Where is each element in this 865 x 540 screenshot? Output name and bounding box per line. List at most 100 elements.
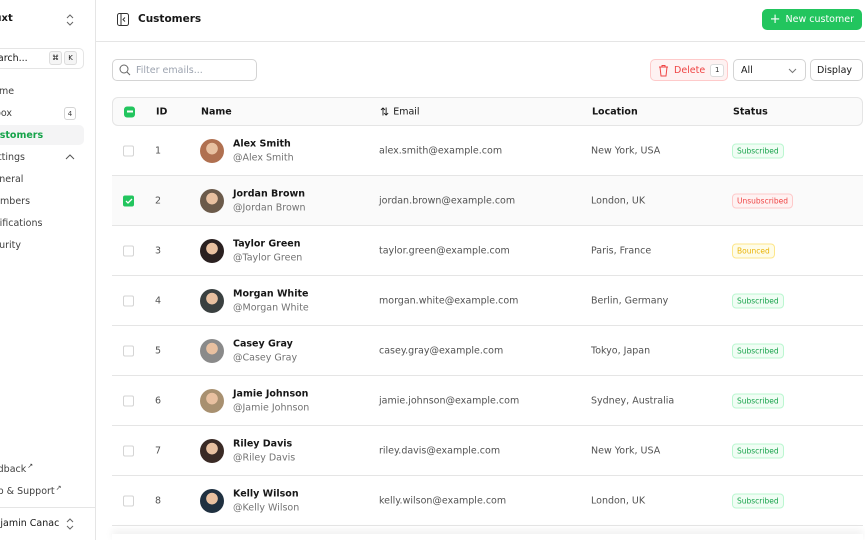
customer-handle: @Riley Davis — [233, 452, 296, 463]
row-checkbox[interactable] — [123, 345, 134, 356]
avatar — [200, 188, 224, 213]
sidebar-item-settings[interactable]: Settings — [0, 147, 84, 167]
team-name: Nuxt — [0, 13, 13, 24]
button-label: New customer — [785, 14, 854, 25]
chevron-up-icon — [65, 154, 75, 160]
column-name: Name — [201, 106, 232, 117]
column-location: Location — [592, 106, 638, 117]
user-menu[interactable]: Benjamin Canac — [0, 518, 59, 529]
table-header: ID Name ⇅ Email Location Status — [112, 97, 863, 126]
page-title: Customers — [138, 13, 202, 25]
table-row[interactable]: 1 Alex Smith @Alex Smith alex.smith@examp… — [112, 126, 863, 176]
select-all-checkbox[interactable] — [124, 106, 135, 117]
avatar — [200, 138, 224, 163]
customer-handle: @Taylor Green — [233, 252, 303, 263]
sidebar-item-label: Security — [0, 239, 22, 251]
customer-name: Casey Gray — [233, 338, 293, 349]
table-row[interactable]: 3 Taylor Green @Taylor Green taylor.green… — [112, 226, 863, 276]
cell-id: 5 — [155, 345, 162, 356]
cell-location: Paris, France — [591, 245, 652, 256]
chevron-up-down-icon[interactable] — [65, 518, 75, 530]
row-checkbox[interactable] — [123, 145, 134, 156]
kbd-cmd: ⌘ — [49, 51, 62, 65]
cell-email: kelly.wilson@example.com — [379, 495, 507, 506]
cell-location: New York, USA — [591, 145, 661, 156]
avatar — [200, 438, 224, 463]
user-name: Benjamin Canac — [0, 518, 60, 529]
row-checkbox[interactable] — [123, 445, 134, 456]
cell-email: casey.gray@example.com — [379, 345, 504, 356]
status-filter-select[interactable]: All — [733, 59, 806, 81]
new-customer-button[interactable]: + New customer — [761, 9, 862, 30]
display-button[interactable]: Display — [810, 59, 863, 81]
sidebar-item-label: General — [0, 173, 24, 185]
table-row[interactable]: 4 Morgan White @Morgan White morgan.white… — [112, 276, 863, 326]
column-label: Email — [393, 106, 420, 117]
status-badge: Subscribed — [732, 393, 784, 408]
cell-id: 8 — [155, 495, 162, 506]
sidebar-link-help[interactable]: Help & Support↗ — [0, 481, 84, 501]
row-checkbox[interactable] — [123, 245, 134, 256]
kbd-k: K — [64, 51, 77, 65]
sidebar-item-home[interactable]: Home — [0, 81, 84, 101]
sidebar-item-label: Feedback — [0, 463, 27, 475]
filter-emails-input[interactable]: Filter emails... — [112, 59, 257, 81]
cell-name: Riley Davis @Riley Davis — [233, 438, 295, 463]
search-button[interactable] — [0, 48, 84, 69]
table-row[interactable]: 8 Kelly Wilson @Kelly Wilson kelly.wilson… — [112, 476, 863, 526]
customer-handle: @Alex Smith — [233, 152, 294, 163]
cell-email: alex.smith@example.com — [379, 145, 503, 156]
sidebar-item-inbox[interactable]: Inbox 4 — [0, 103, 84, 123]
chevron-up-down-icon[interactable] — [65, 14, 75, 26]
button-label: Delete — [674, 64, 706, 76]
chevron-down-icon — [788, 68, 797, 74]
avatar — [200, 238, 224, 263]
avatar — [200, 338, 224, 363]
sidebar-item-general[interactable]: General — [0, 169, 84, 189]
avatar — [200, 288, 224, 313]
sidebar-collapse-icon[interactable] — [117, 13, 129, 26]
cell-email: morgan.white@example.com — [379, 295, 519, 306]
sidebar-item-customers[interactable]: Customers — [0, 125, 84, 145]
sidebar-item-label: Inbox — [0, 107, 12, 119]
row-checkbox[interactable] — [123, 295, 134, 306]
customer-name: Alex Smith — [233, 138, 291, 149]
cell-location: London, UK — [591, 495, 646, 506]
team-switcher[interactable]: Nuxt — [0, 13, 13, 24]
sidebar: Nuxt Search... ⌘ K Home Inbox 4 Customers… — [0, 0, 96, 540]
cell-name: Morgan White @Morgan White — [233, 288, 309, 313]
column-status: Status — [733, 106, 768, 117]
table-row[interactable]: 5 Casey Gray @Casey Gray casey.gray@examp… — [112, 326, 863, 376]
sidebar-item-members[interactable]: Members — [0, 191, 84, 211]
status-badge: Subscribed — [732, 143, 784, 158]
cell-location: Berlin, Germany — [591, 295, 669, 306]
customer-name: Riley Davis — [233, 438, 293, 449]
sidebar-item-security[interactable]: Security — [0, 235, 84, 255]
row-checkbox[interactable] — [123, 495, 134, 506]
cell-id: 2 — [155, 195, 162, 206]
sidebar-link-feedback[interactable]: Feedback↗ — [0, 459, 84, 479]
cell-location: Sydney, Australia — [591, 395, 675, 406]
status-badge: Bounced — [732, 243, 775, 258]
status-badge: Subscribed — [732, 443, 784, 458]
delete-button[interactable]: Delete 1 — [650, 59, 728, 81]
sidebar-item-notifications[interactable]: Notifications — [0, 213, 84, 233]
row-checkbox[interactable] — [123, 395, 134, 406]
customer-handle: @Kelly Wilson — [233, 502, 300, 513]
cell-name: Casey Gray @Casey Gray — [233, 338, 297, 363]
table-row[interactable]: 7 Riley Davis @Riley Davis riley.davis@ex… — [112, 426, 863, 476]
cell-name: Jordan Brown @Jordan Brown — [233, 188, 306, 213]
row-checkbox[interactable] — [123, 195, 134, 206]
cell-name: Kelly Wilson @Kelly Wilson — [233, 488, 299, 513]
status-badge: Subscribed — [732, 343, 784, 358]
column-id: ID — [156, 106, 168, 117]
column-email[interactable]: ⇅ Email — [380, 105, 420, 118]
customer-name: Taylor Green — [233, 238, 301, 249]
table-footer-shadow — [112, 534, 863, 540]
select-value: All — [741, 64, 753, 76]
customer-name: Jamie Johnson — [233, 388, 309, 399]
table-row[interactable]: 6 Jamie Johnson @Jamie Johnson jamie.john… — [112, 376, 863, 426]
table-row[interactable]: 2 Jordan Brown @Jordan Brown jordan.brown… — [112, 176, 863, 226]
external-link-icon: ↗ — [27, 462, 34, 470]
cell-id: 4 — [155, 295, 162, 306]
